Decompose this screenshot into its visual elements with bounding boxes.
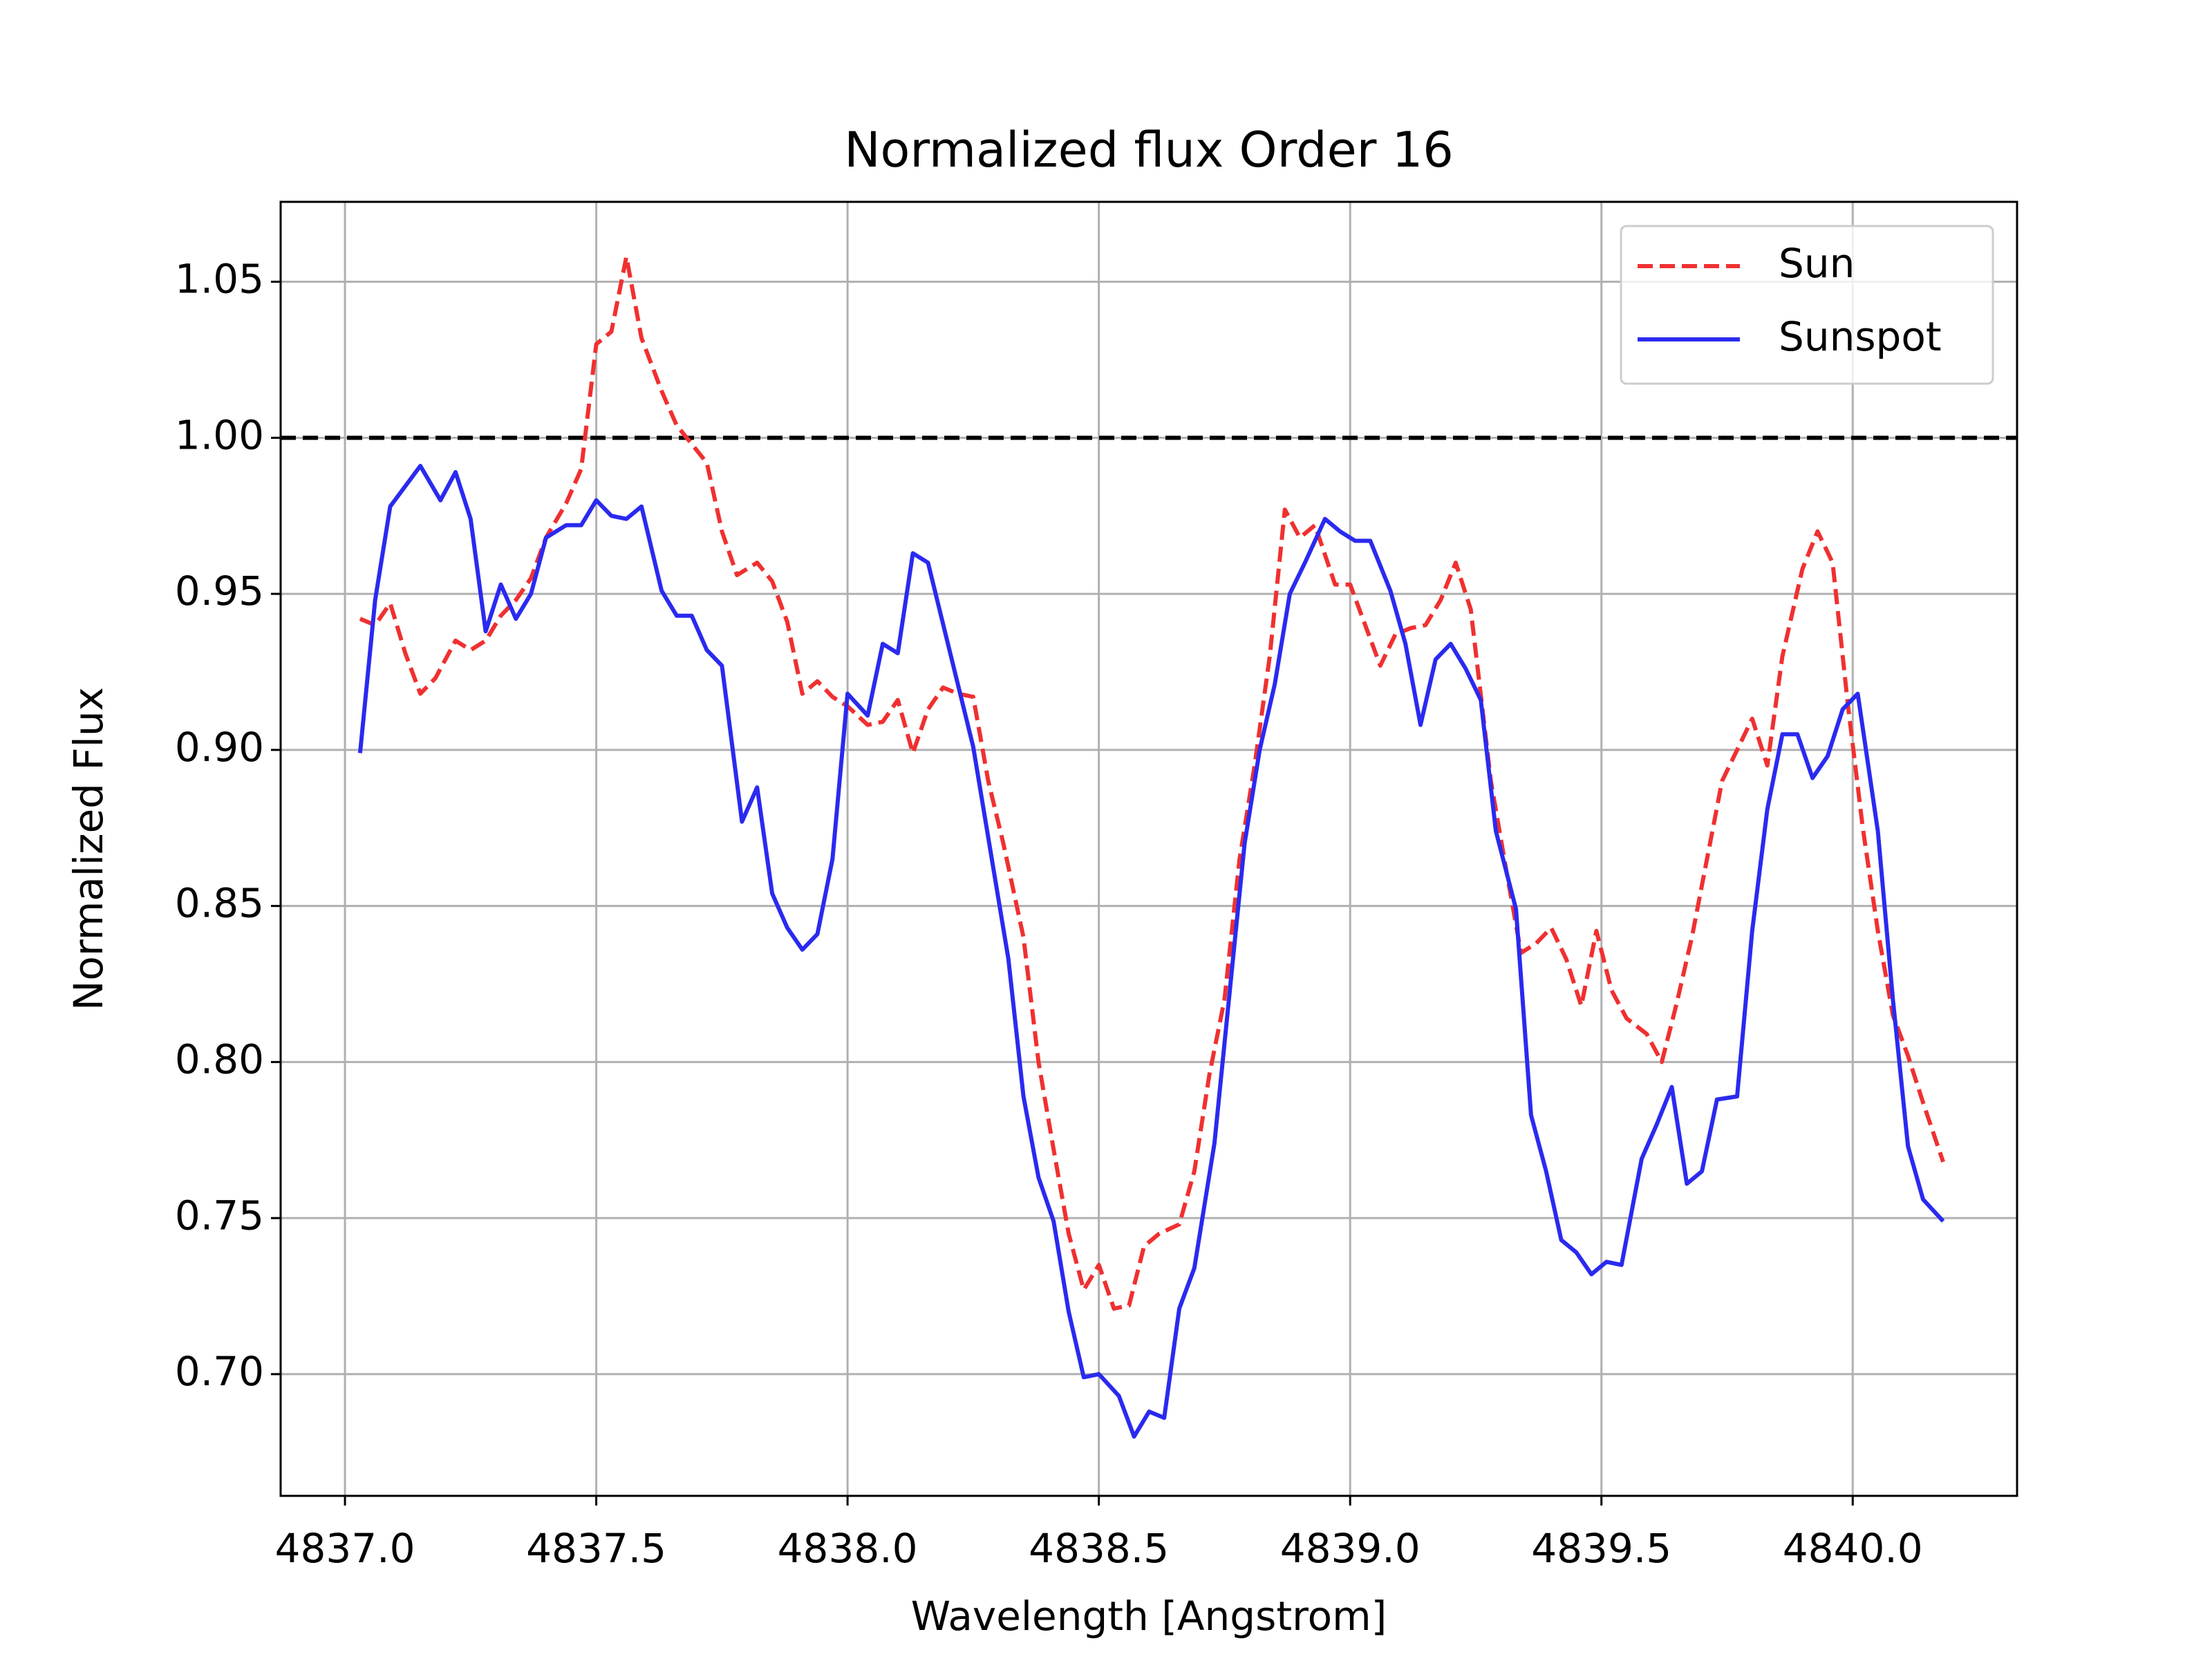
- y-tick-label: 0.80: [175, 1035, 264, 1082]
- series-line: [359, 254, 1945, 1311]
- x-axis-label: Wavelength [Angstrom]: [911, 1593, 1387, 1640]
- x-tick-label: 4839.0: [1280, 1525, 1421, 1572]
- y-tick-label: 0.75: [175, 1192, 264, 1239]
- y-tick-label: 1.05: [175, 256, 264, 303]
- y-tick-label: 0.85: [175, 880, 264, 927]
- x-tick-label: 4838.5: [1029, 1525, 1169, 1572]
- y-tick-label: 0.95: [175, 568, 264, 615]
- series-line: [357, 464, 1945, 1439]
- x-tick-label: 4838.0: [778, 1525, 918, 1572]
- legend-label: Sunspot: [1779, 313, 1942, 360]
- y-tick-label: 0.70: [175, 1348, 264, 1395]
- x-tick-label: 4840.0: [1783, 1525, 1923, 1572]
- x-tick-label: 4837.0: [275, 1525, 415, 1572]
- y-tick-label: 1.00: [175, 411, 264, 458]
- x-tick-label: 4839.5: [1531, 1525, 1671, 1572]
- y-tick-label: 0.90: [175, 724, 264, 771]
- x-tick-label: 4837.5: [526, 1525, 666, 1572]
- y-axis-label: Normalized Flux: [65, 687, 112, 1011]
- legend-label: Sun: [1779, 240, 1855, 287]
- chart-title: Normalized flux Order 16: [844, 122, 1454, 178]
- axes-frame: [279, 200, 2018, 1497]
- plot-area: [281, 254, 2017, 1439]
